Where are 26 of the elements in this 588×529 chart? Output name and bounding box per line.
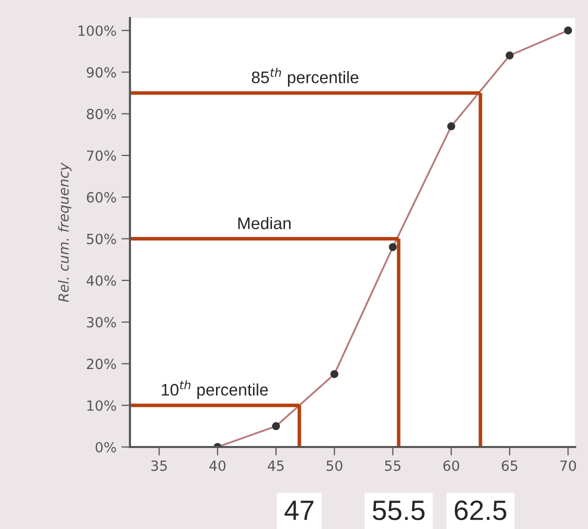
y-tick-label: 40% (86, 275, 116, 286)
ref-line-label: 10$^{th}$ percentile (162, 380, 268, 399)
y-tick-label: 70% (87, 150, 116, 161)
ref-line-label: 85$^{th}$ percentile (252, 68, 358, 87)
y-tick-label: 90% (86, 67, 116, 78)
x-tick-label: 65 (502, 460, 518, 471)
y-tick-label: 30% (86, 317, 116, 328)
y-tick-label: 60% (86, 192, 116, 203)
x-tick-label: 40 (209, 460, 226, 471)
y-tick-label: 100% (78, 25, 116, 36)
y-tick-label: 0% (96, 442, 116, 452)
x-tick-label: 70 (560, 460, 576, 471)
x-tick-label: 50 (326, 460, 342, 471)
ref-line-label: 47 (284, 500, 314, 520)
ref-line-label: 55.5 (372, 500, 425, 520)
y-tick-label: 10% (87, 400, 116, 411)
y-axis-title: Rel. cum. frequency (58, 162, 72, 302)
x-tick-label: 45 (268, 460, 284, 471)
ref-line-label: Median (238, 216, 291, 230)
x-tick-label: 35 (151, 460, 167, 471)
y-tick-label: 20% (86, 358, 116, 370)
x-tick-label: 60 (443, 460, 460, 471)
y-tick-label: 50% (86, 234, 116, 244)
y-tick-label: 80% (86, 108, 116, 120)
ref-line-label: 62.5 (454, 500, 506, 520)
x-tick-label: 55 (385, 460, 400, 471)
